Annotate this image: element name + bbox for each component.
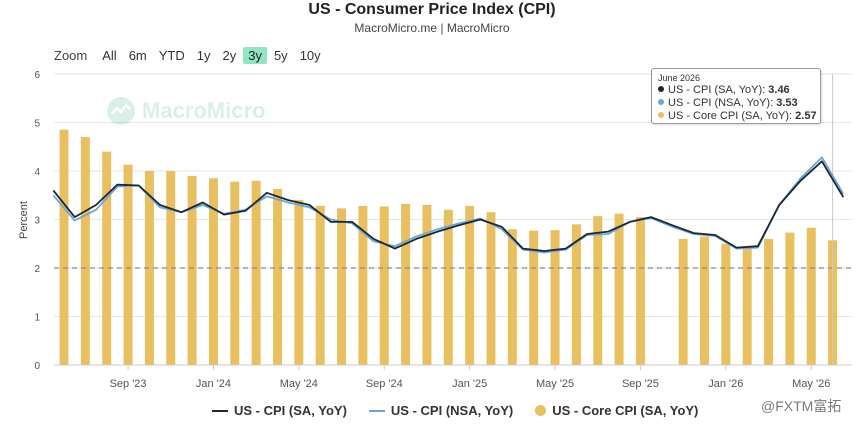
core-cpi-bar (401, 203, 411, 365)
x-tick-label: Sep '25 (622, 378, 659, 390)
core-cpi-bar (422, 204, 432, 365)
x-tick-label: Sep '23 (110, 378, 147, 390)
chart-title: US - Consumer Price Index (CPI) (308, 1, 556, 18)
legend-label: US - Core CPI (SA, YoY) (552, 403, 699, 418)
cpi-sa-line (52, 160, 845, 252)
core-cpi-bar (507, 229, 517, 365)
tooltip-dot-core-cpi (658, 112, 664, 118)
core-cpi-bar (337, 208, 347, 365)
core-cpi-bar (144, 171, 154, 365)
core-cpi-bar (102, 151, 112, 365)
core-cpi-bar (358, 205, 368, 365)
core-cpi-bar (721, 243, 731, 365)
zoom-button-ytd[interactable]: YTD (158, 47, 185, 63)
core-cpi-bar (187, 175, 197, 365)
x-tick-label: Sep '24 (366, 378, 403, 390)
tooltip-dot-cpi-nsa (658, 99, 664, 105)
zoom-button-2y[interactable]: 2y (222, 47, 237, 63)
tooltip-label: US - CPI (SA, YoY): (668, 84, 769, 96)
zoom-label: Zoom (54, 47, 88, 63)
x-tick-label: May '24 (280, 378, 318, 390)
core-cpi-bar (486, 212, 496, 365)
core-cpi-bar (529, 230, 539, 365)
core-cpi-bar (571, 224, 581, 365)
core-cpi-bar (59, 129, 69, 365)
tooltip-row: US - CPI (SA, YoY): 3.46 (658, 84, 814, 97)
core-cpi-bar (465, 205, 475, 365)
core-cpi-bar (806, 227, 816, 365)
legend-item-cpi-nsa[interactable]: US - CPI (NSA, YoY) (368, 403, 514, 418)
corner-logo-text: @FXTM富拓 (761, 398, 842, 414)
legend-item-cpi-sa[interactable]: US - CPI (SA, YoY) (212, 403, 347, 418)
y-tick-label: 5 (34, 119, 40, 130)
core-cpi-bar (273, 188, 282, 365)
y-tick-label: 3 (34, 216, 40, 227)
chart-tooltip: June 2026 US - CPI (SA, YoY): 3.46 US - … (651, 68, 821, 124)
core-cpi-bar (80, 137, 90, 365)
tooltip-row: US - Core CPI (SA, YoY): 2.57 (658, 110, 817, 123)
tooltip-label: US - CPI (NSA, YoY): (668, 97, 777, 109)
tooltip-value: 2.57 (795, 110, 817, 122)
core-cpi-bar (315, 205, 325, 365)
core-cpi-bar (208, 178, 218, 365)
core-cpi-bar (742, 246, 752, 365)
core-cpi-bar (678, 238, 688, 365)
tooltip-value: 3.53 (776, 97, 798, 109)
core-cpi-bar (614, 213, 624, 365)
legend-line-icon (368, 409, 385, 412)
x-tick-label: May '26 (792, 378, 830, 390)
legend-label: US - CPI (NSA, YoY) (390, 403, 514, 418)
chart-subtitle: MacroMicro.me | MacroMicro (354, 21, 510, 35)
tooltip-row: US - CPI (NSA, YoY): 3.53 (658, 97, 814, 110)
core-cpi-bar (251, 180, 261, 365)
core-cpi-bar (230, 181, 240, 365)
core-cpi-bar (764, 238, 774, 365)
y-tick-label: 6 (34, 70, 40, 81)
zoom-button-5y[interactable]: 5y (273, 47, 288, 63)
y-tick-label: 1 (34, 313, 40, 324)
zoom-button-10y[interactable]: 10y (299, 47, 321, 63)
core-cpi-bar (379, 206, 389, 365)
x-tick-label: Jan '26 (708, 378, 743, 390)
core-cpi-bar (166, 171, 176, 365)
core-cpi-bar (593, 216, 603, 365)
core-cpi-bar (550, 230, 560, 365)
watermark-text: MacroMicro (142, 98, 266, 123)
core-cpi-bar (294, 200, 304, 365)
corner-logo: @FXTM富拓 (761, 396, 841, 416)
zoom-button-all[interactable]: All (102, 47, 117, 63)
core-cpi-bar (785, 232, 795, 365)
tooltip-dot-cpi-sa (658, 86, 664, 92)
legend-item-core-cpi[interactable]: US - Core CPI (SA, YoY) (535, 403, 698, 418)
tooltip-value: 3.46 (768, 84, 790, 96)
legend-label: US - CPI (SA, YoY) (234, 403, 347, 418)
y-tick-label: 4 (34, 167, 40, 178)
zoom-button-6m[interactable]: 6m (128, 47, 147, 63)
tooltip-label: US - Core CPI (SA, YoY): (668, 110, 796, 122)
core-cpi-bar (635, 217, 645, 365)
y-tick-label: 2 (34, 264, 40, 275)
x-tick-label: Jan '24 (196, 378, 231, 390)
tooltip-date: June 2026 (658, 73, 701, 83)
x-tick-label: Jan '25 (452, 378, 487, 390)
legend-circle-icon (535, 405, 547, 416)
y-tick-label: 0 (34, 361, 40, 372)
core-cpi-bar (700, 236, 709, 365)
zoom-toolbar: Zoom All 6m YTD 1y 2y 3y 5y 10y (54, 46, 328, 64)
zoom-button-1y[interactable]: 1y (196, 47, 211, 63)
chart-legend: US - CPI (SA, YoY) US - CPI (NSA, YoY) U… (212, 403, 720, 418)
y-axis-label: Percent (18, 201, 30, 239)
macromicro-logo-icon (107, 97, 135, 125)
zoom-button-3y[interactable]: 3y (243, 46, 267, 64)
core-cpi-bar (443, 209, 453, 365)
legend-line-icon (212, 409, 228, 412)
x-tick-label: May '25 (536, 378, 574, 390)
watermark: MacroMicro (106, 96, 265, 126)
core-cpi-bar (123, 164, 133, 365)
